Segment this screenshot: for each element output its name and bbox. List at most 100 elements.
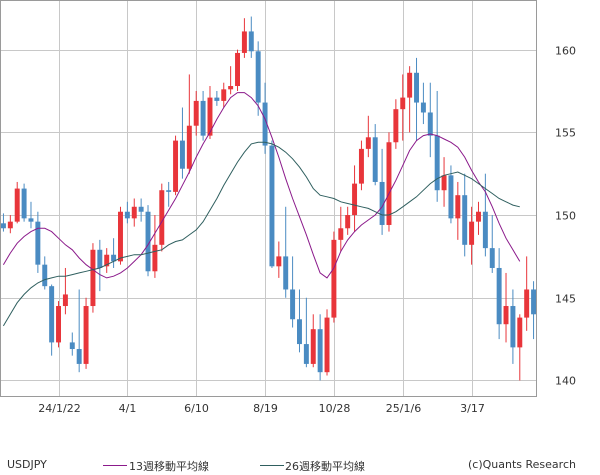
candle-72 [496, 248, 502, 340]
candle-17 [118, 206, 123, 265]
credit-label: (c)Quants Research [468, 458, 576, 471]
candle-body-14 [97, 249, 103, 268]
candle-body-36 [248, 31, 254, 52]
grid [0, 0, 537, 397]
candle-42 [290, 256, 296, 328]
candle-body-69 [476, 211, 481, 222]
candle-16 [111, 238, 117, 268]
candle-66 [455, 181, 461, 240]
candle-2 [14, 181, 20, 224]
candle-body-60 [414, 72, 419, 103]
candle-31 [214, 90, 220, 106]
candle-body-42 [290, 289, 296, 320]
candle-body-59 [407, 72, 413, 98]
candle-34 [235, 49, 240, 91]
candle-6 [42, 256, 48, 290]
candle-body-12 [83, 306, 89, 364]
candle-52 [358, 140, 364, 191]
candle-22 [152, 215, 158, 278]
candle-body-49 [338, 228, 344, 240]
candle-21 [145, 205, 151, 277]
candle-27 [186, 74, 192, 174]
x-tick-label-38: 8/19 [253, 402, 278, 415]
candle-body-21 [145, 211, 151, 272]
candle-48 [331, 231, 337, 323]
candle-25 [173, 135, 179, 196]
candle-body-44 [303, 344, 309, 364]
candle-body-66 [455, 195, 461, 219]
candle-body-63 [434, 135, 440, 191]
candle-body-54 [372, 137, 378, 182]
candle-body-77 [531, 289, 537, 315]
candle-body-40 [276, 256, 282, 267]
candle-body-17 [118, 211, 123, 262]
candle-61 [420, 82, 426, 125]
candle-10 [69, 332, 75, 356]
candle-30 [207, 86, 213, 139]
candle-body-27 [186, 125, 192, 169]
candle-body-10 [69, 342, 75, 350]
candle-32 [221, 82, 227, 108]
candle-9 [62, 267, 68, 315]
candle-3 [21, 183, 27, 222]
candle-55 [379, 148, 385, 235]
candle-47 [324, 309, 330, 376]
candle-body-37 [255, 51, 261, 103]
candle-body-20 [138, 206, 144, 212]
candle-body-19 [131, 206, 137, 219]
candle-body-39 [269, 145, 275, 267]
candle-44 [303, 297, 309, 368]
candle-body-8 [56, 306, 61, 343]
candle-0 [0, 213, 6, 232]
candle-70 [482, 173, 488, 257]
candle-body-74 [510, 306, 516, 348]
candle-73 [503, 272, 509, 343]
candle-14 [97, 239, 103, 292]
candle-13 [90, 243, 96, 313]
candle-body-57 [393, 109, 399, 143]
candle-body-1 [7, 221, 13, 229]
y-tick-label-145: 145 [555, 293, 576, 306]
candle-43 [297, 289, 302, 353]
candle-23 [159, 183, 165, 252]
candle-20 [138, 198, 144, 222]
candle-45 [310, 314, 316, 368]
plot-frame [0, 0, 537, 397]
candle-body-34 [235, 52, 240, 87]
candle-60 [414, 57, 419, 141]
candle-body-38 [262, 102, 268, 146]
candle-19 [131, 198, 137, 227]
candle-body-29 [200, 100, 206, 136]
candle-71 [489, 215, 495, 273]
candle-body-67 [462, 195, 468, 245]
candlesticks [0, 16, 537, 381]
candle-body-28 [193, 100, 199, 126]
candle-body-61 [420, 102, 426, 113]
candle-76 [524, 256, 530, 331]
candle-50 [345, 206, 351, 235]
candle-24 [166, 181, 172, 207]
x-tick-label-18: 4/1 [119, 402, 137, 415]
candle-body-62 [427, 112, 433, 136]
candle-body-55 [379, 181, 385, 225]
candle-body-3 [21, 188, 27, 219]
candle-49 [338, 206, 344, 252]
candle-15 [104, 248, 110, 273]
symbol-label: USDJPY [7, 458, 47, 471]
candle-body-4 [28, 218, 34, 222]
candle-body-16 [111, 254, 117, 262]
ma26-line [2, 141, 520, 327]
candle-58 [400, 74, 406, 141]
candle-57 [393, 99, 399, 149]
candle-26 [179, 107, 185, 179]
candle-41 [283, 206, 289, 298]
candle-body-5 [35, 221, 41, 265]
candle-74 [510, 289, 516, 364]
candle-body-47 [324, 317, 330, 373]
x-tick-label-58: 25/1/6 [386, 402, 421, 415]
candle-5 [35, 211, 41, 273]
candle-75 [517, 314, 523, 381]
y-tick-label-140: 140 [555, 375, 576, 388]
candle-body-41 [283, 256, 289, 290]
x-tick-label-68: 3/17 [460, 402, 485, 415]
